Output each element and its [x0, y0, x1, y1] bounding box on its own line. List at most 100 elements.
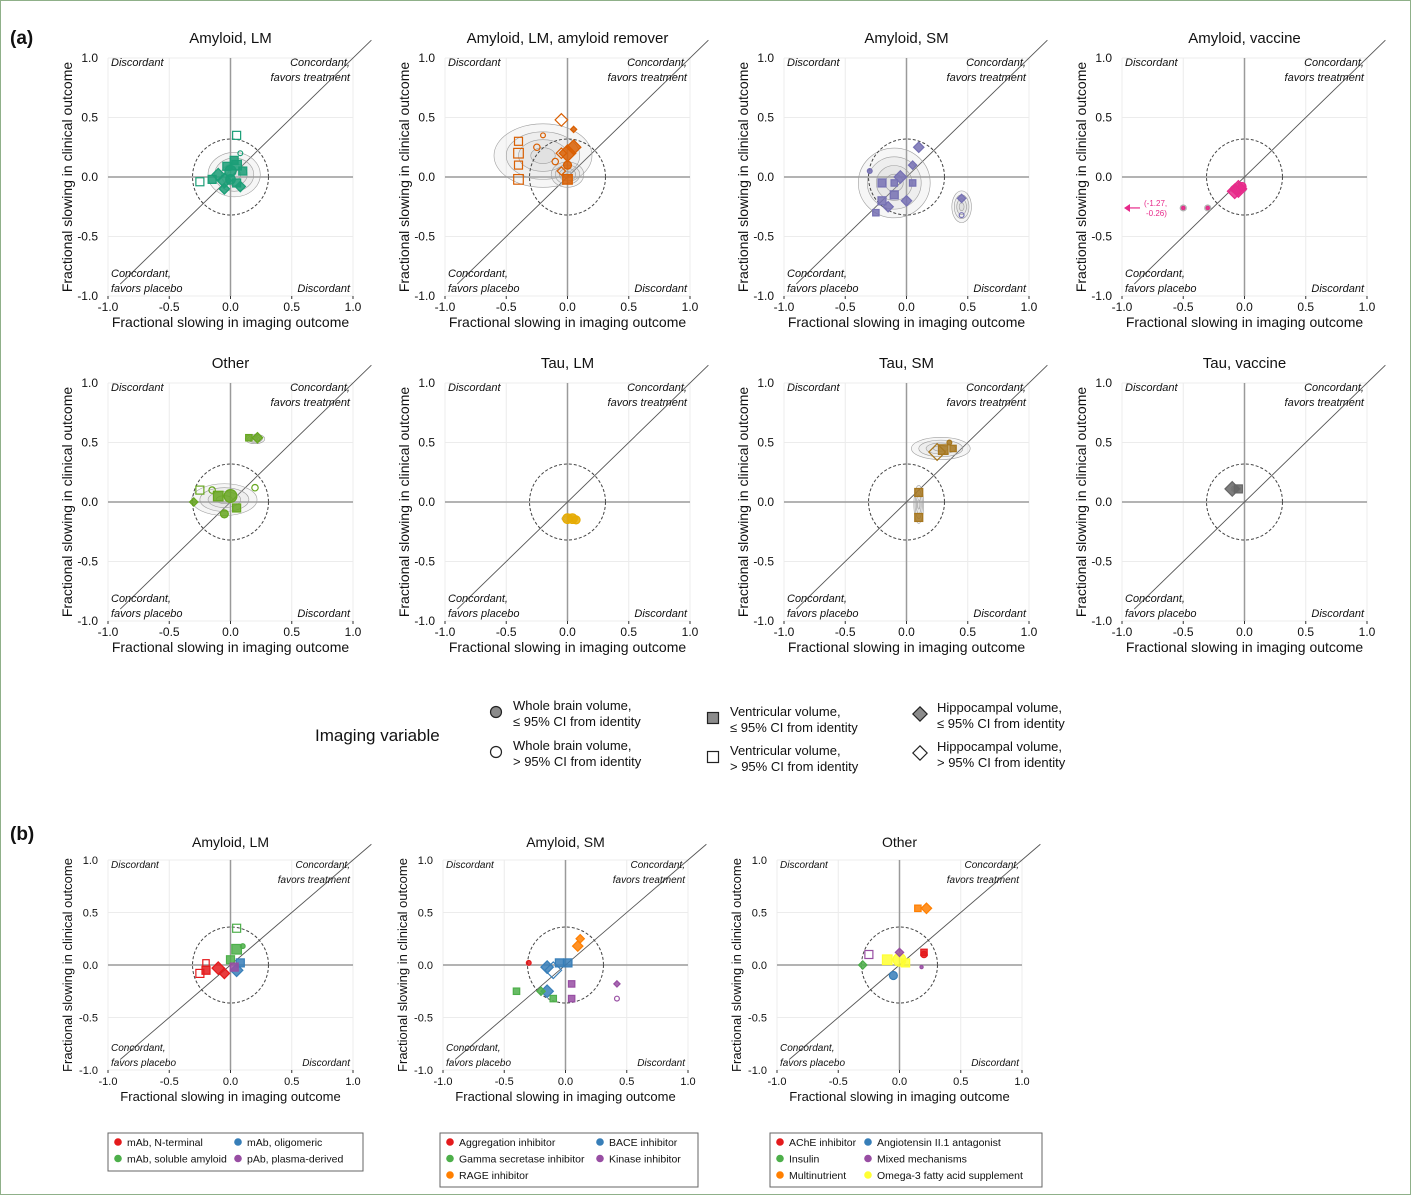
y-tick-label: 0.5: [1095, 111, 1112, 125]
quadrant-label: Discordant: [1311, 283, 1365, 295]
data-point: [535, 986, 547, 997]
y-tick-label: 1.0: [81, 376, 98, 390]
data-point: [513, 160, 524, 170]
ci-circle: [192, 138, 269, 216]
data-point: [512, 987, 521, 996]
quadrant-label: favors placebo: [787, 283, 859, 295]
y-tick-label: -0.5: [753, 230, 774, 244]
x-tick-label: -1.0: [1112, 300, 1133, 314]
y-axis-label: Fractional slowing in clinical outcome: [60, 858, 75, 1072]
y-tick-label: 0.5: [418, 908, 433, 920]
quadrant-label: Concordant,: [1304, 382, 1364, 394]
quadrant-label: favors placebo: [111, 283, 183, 295]
y-tick-label: 0.0: [81, 170, 98, 184]
y-tick-label: -1.0: [1091, 289, 1112, 303]
quadrant-label: Concordant,: [1304, 57, 1364, 69]
x-tick-label: -1.0: [774, 300, 795, 314]
y-tick-label: -0.5: [77, 230, 98, 244]
data-point: [914, 904, 922, 913]
legend-label: mAb, N-terminal: [127, 1137, 203, 1149]
legend-text: Hippocampal volume,: [937, 700, 1062, 715]
x-axis-label: Fractional slowing in imaging outcome: [112, 639, 350, 655]
data-point: [901, 958, 911, 968]
data-point: [223, 489, 238, 504]
data-point: [195, 968, 205, 979]
plot-title: Amyloid, LM: [189, 30, 272, 47]
data-point: [245, 433, 253, 442]
x-tick-label: 0.0: [898, 625, 915, 639]
data-point: [877, 178, 887, 188]
identity-line: [119, 39, 372, 285]
data-point: [1237, 181, 1247, 192]
data-point: [613, 995, 620, 1002]
ci-circle: [861, 926, 938, 1004]
legend-swatch: [234, 1138, 242, 1146]
y-tick-label: -0.5: [414, 555, 435, 569]
quadrant-label: favors treatment: [278, 875, 351, 886]
x-tick-label: 1.0: [1359, 300, 1376, 314]
data-point: [1233, 484, 1243, 494]
data-point: [562, 160, 573, 170]
quadrant-label: favors placebo: [448, 283, 520, 295]
plot-panel-7: Tau, SM -1.0-1.0 -0.5 -0.5 0.0 0.0 0.5 0.5 1.0 1.…: [735, 355, 1048, 655]
identity-line: [456, 39, 709, 285]
data-point: [575, 933, 586, 944]
quadrant-label: Concordant,: [965, 860, 1019, 871]
x-axis-label: Fractional slowing in imaging outcome: [455, 1089, 675, 1104]
plot-panel-5: Other-1.0-1.0-0.5-0.50.00.00.50.51.01.0F…: [59, 355, 372, 655]
data-point: [202, 959, 210, 967]
y-tick-label: -0.5: [1091, 555, 1112, 569]
y-axis-label: Fractional slowing in clinical outcome: [59, 387, 75, 618]
data-point: [563, 958, 573, 968]
x-tick-label: 0.5: [1297, 300, 1314, 314]
data-point: [234, 180, 247, 193]
data-point: [188, 496, 199, 508]
data-point: [229, 155, 239, 165]
data-point: [554, 958, 564, 968]
y-axis-label: Fractional slowing in clinical outcome: [735, 387, 751, 618]
data-point: [251, 483, 259, 492]
y-tick-label: 0.0: [757, 170, 774, 184]
legend-text: > 95% CI from identity: [937, 755, 1066, 770]
quadrant-label: Discordant: [1125, 382, 1179, 394]
quadrant-label: Discordant: [448, 382, 502, 394]
y-tick-label: 1.0: [752, 855, 767, 867]
x-tick-label: 0.5: [959, 625, 976, 639]
data-point: [218, 967, 231, 980]
legend-swatch: [864, 1138, 872, 1146]
x-tick-label: -0.5: [835, 300, 856, 314]
ci-circle: [529, 463, 606, 541]
x-axis-label: Fractional slowing in imaging outcome: [788, 314, 1026, 330]
y-tick-label: 1.0: [83, 855, 98, 867]
data-point: [549, 994, 558, 1003]
data-point: [569, 125, 578, 134]
x-axis-label: Fractional slowing in imaging outcome: [112, 314, 350, 330]
plot-title: Amyloid, vaccine: [1188, 30, 1301, 47]
identity-line: [795, 39, 1048, 285]
data-point: [551, 157, 560, 166]
quadrant-label: Discordant: [971, 1058, 1020, 1069]
quadrant-label: Concordant,: [627, 382, 687, 394]
x-tick-label: 1.0: [1014, 1076, 1029, 1088]
quadrant-label: favors treatment: [947, 875, 1020, 886]
x-tick-label: -1.0: [434, 1076, 453, 1088]
quadrant-label: Concordant,: [787, 268, 847, 280]
quadrant-label: Concordant,: [111, 593, 171, 605]
data-point: [218, 182, 231, 195]
identity-line: [788, 843, 1041, 1060]
x-axis-label: Fractional slowing in imaging outcome: [120, 1089, 340, 1104]
legend-text: > 95% CI from identity: [513, 754, 642, 769]
legend-label: BACE inhibitor: [609, 1137, 678, 1149]
quadrant-label: favors placebo: [111, 608, 183, 620]
density-contour: [958, 202, 965, 212]
quadrant-label: Discordant: [637, 1058, 686, 1069]
y-axis-label: Fractional slowing in clinical outcome: [735, 62, 751, 293]
y-tick-label: 0.5: [752, 908, 767, 920]
legend-label: AChE inhibitor: [789, 1137, 857, 1149]
x-tick-label: 0.5: [283, 625, 300, 639]
legend-swatch: [596, 1138, 604, 1146]
legend-b-2: Aggregation inhibitor BACE inhibitor Gamma…: [439, 1132, 699, 1188]
plot-title: Tau, LM: [541, 355, 594, 372]
legend-swatch: [234, 1154, 242, 1163]
